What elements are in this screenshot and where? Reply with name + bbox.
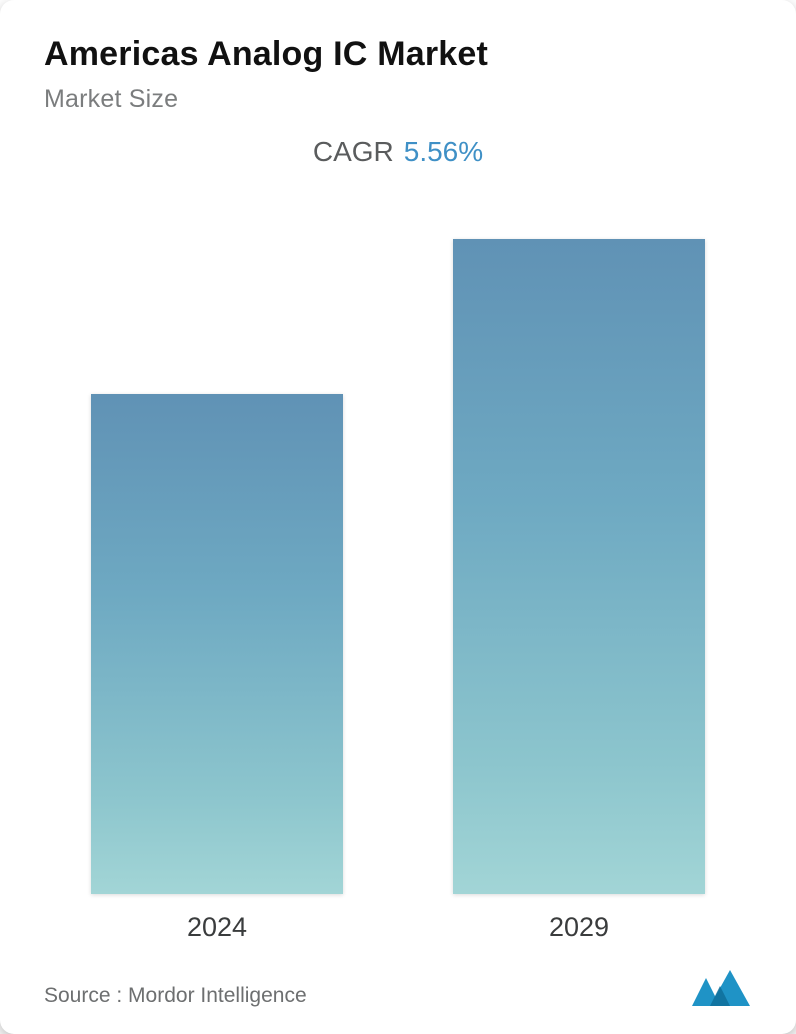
bar-chart — [44, 214, 752, 894]
cagr-value: 5.56% — [404, 136, 483, 167]
bars-container — [44, 214, 752, 894]
cagr-label: CAGR — [313, 136, 394, 167]
footer: Source : Mordor Intelligence — [44, 968, 752, 1008]
xlabel-1: 2029 — [453, 912, 705, 943]
page-title: Americas Analog IC Market — [44, 34, 752, 75]
chart-card: Americas Analog IC Market Market Size CA… — [0, 0, 796, 1034]
bar-2024 — [91, 394, 343, 894]
bar-2029 — [453, 239, 705, 894]
page-subtitle: Market Size — [44, 85, 752, 114]
xlabel-0: 2024 — [91, 912, 343, 943]
x-axis-labels: 2024 2029 — [44, 912, 752, 943]
cagr-row: CAGR 5.56% — [44, 136, 752, 168]
mordor-logo-icon — [690, 968, 752, 1008]
source-label: Source : Mordor Intelligence — [44, 984, 307, 1008]
